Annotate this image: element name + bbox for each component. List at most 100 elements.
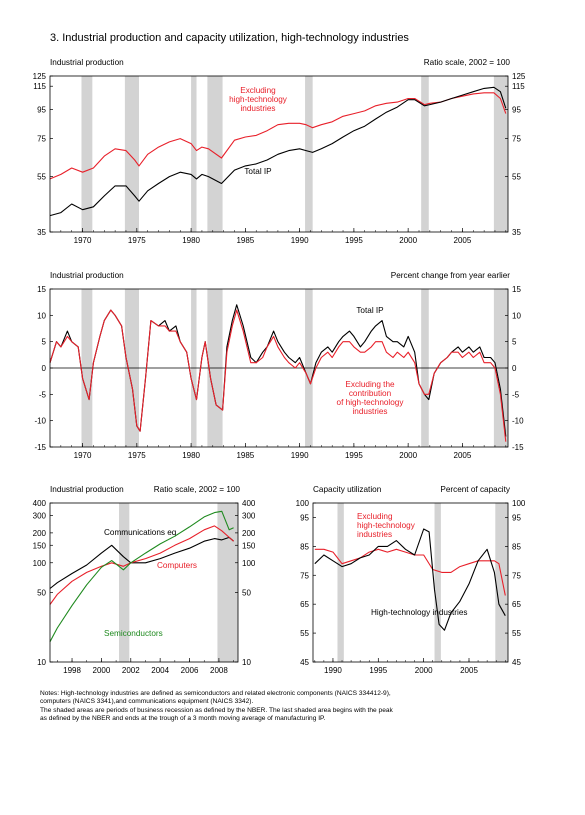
x-tick-label: 2000: [415, 666, 433, 675]
y-tick-label: 55: [512, 173, 521, 182]
panel-scale-note: Ratio scale, 2002 = 100: [154, 485, 241, 494]
recession-shade: [191, 76, 197, 232]
y-tick-label: 95: [512, 513, 521, 522]
y-tick-label: 95: [512, 106, 521, 115]
notes-line: Notes: High-technology industries are de…: [40, 690, 391, 697]
x-tick-label: 1980: [182, 236, 200, 245]
y-tick-label: -10: [512, 417, 524, 426]
x-tick-label: 2005: [454, 236, 472, 245]
x-tick-label: 2002: [122, 666, 140, 675]
series-label: industries: [357, 530, 392, 539]
x-tick-label: 1990: [291, 236, 309, 245]
x-tick-label: 1990: [324, 666, 342, 675]
y-tick-label: 100: [242, 559, 256, 568]
x-tick-label: 1985: [236, 236, 254, 245]
series-label: Communications eq.: [104, 528, 179, 537]
y-tick-label: -15: [512, 443, 524, 452]
plot-frame: [312, 502, 509, 663]
y-tick-label: 65: [512, 600, 521, 609]
y-tick-label: 400: [33, 499, 47, 508]
x-tick-label: 2008: [210, 666, 228, 675]
x-tick-label: 1995: [345, 451, 363, 460]
figure-title: 3. Industrial production and capacity ut…: [50, 32, 409, 44]
panel-title: Industrial production: [50, 485, 124, 494]
y-tick-label: 5: [512, 338, 517, 347]
series-line: [49, 525, 234, 605]
y-tick-label: 100: [296, 499, 310, 508]
x-tick-label: 2000: [93, 666, 111, 675]
x-tick-label: 2006: [181, 666, 199, 675]
recession-shade: [495, 503, 508, 662]
series-label: Total IP: [356, 306, 384, 315]
y-tick-label: 45: [512, 658, 521, 667]
x-tick-label: 1975: [128, 236, 146, 245]
series-label: high-technology: [229, 95, 288, 104]
y-tick-label: 55: [300, 629, 309, 638]
y-tick-label: 10: [37, 658, 46, 667]
series-label: Semiconductors: [104, 629, 163, 638]
y-tick-label: 5: [42, 338, 47, 347]
series-line: [49, 86, 507, 217]
y-tick-label: 100: [512, 499, 526, 508]
series-line: [49, 536, 234, 589]
y-tick-label: 125: [33, 72, 47, 81]
y-tick-label: 150: [242, 541, 256, 550]
y-tick-label: 400: [242, 499, 256, 508]
y-tick-label: 10: [37, 311, 46, 320]
y-tick-label: 95: [300, 513, 309, 522]
x-tick-label: 1975: [128, 451, 146, 460]
series-label: Excluding the: [345, 380, 395, 389]
y-tick-label: 115: [512, 82, 525, 91]
series-label: Computers: [157, 561, 197, 570]
series-label: High-technology industries: [371, 608, 467, 617]
x-tick-label: 1998: [63, 666, 81, 675]
x-tick-label: 2005: [454, 451, 472, 460]
x-tick-label: 1985: [236, 451, 254, 460]
plot-frame: [49, 502, 239, 663]
notes-line: computers (NAICS 3341),and communication…: [40, 698, 254, 706]
recession-shade: [421, 76, 429, 232]
y-tick-label: -10: [34, 417, 46, 426]
y-tick-label: 35: [37, 228, 46, 237]
y-tick-label: 75: [37, 135, 46, 144]
notes-line: The shaded areas are periods of business…: [40, 706, 393, 714]
recession-shade: [119, 503, 130, 662]
series-line: [49, 309, 507, 442]
y-tick-label: 200: [33, 529, 47, 538]
series-label: high-technology: [357, 521, 416, 530]
x-tick-label: 1995: [369, 666, 387, 675]
y-tick-label: 300: [242, 511, 256, 520]
y-tick-label: 300: [33, 511, 47, 520]
x-tick-label: 1970: [74, 451, 92, 460]
recession-shade: [305, 76, 313, 232]
x-tick-label: 1995: [345, 236, 363, 245]
x-tick-label: 1970: [74, 236, 92, 245]
y-tick-label: 150: [33, 541, 47, 550]
series-line: [314, 528, 506, 631]
recession-shade: [337, 503, 344, 662]
y-tick-label: 10: [242, 658, 251, 667]
series-label: of high-technology: [337, 398, 405, 407]
y-tick-label: 100: [33, 559, 47, 568]
y-tick-label: 15: [37, 285, 46, 294]
y-tick-label: 85: [512, 542, 521, 551]
x-tick-label: 2000: [399, 236, 417, 245]
series-line: [49, 92, 507, 180]
y-tick-label: 95: [37, 106, 46, 115]
y-tick-label: 115: [33, 82, 46, 91]
y-tick-label: 55: [37, 173, 46, 182]
y-tick-label: -5: [512, 390, 520, 399]
panel-scale-note: Percent of capacity: [440, 485, 511, 494]
panel-scale-note: Ratio scale, 2002 = 100: [424, 58, 511, 67]
recession-shade: [493, 76, 508, 232]
y-tick-label: -5: [39, 390, 47, 399]
series-line: [49, 510, 234, 642]
x-tick-label: 1980: [182, 451, 200, 460]
y-tick-label: 35: [512, 228, 521, 237]
series-label: industries: [352, 407, 387, 416]
series-label: Excluding: [240, 86, 276, 95]
y-tick-label: 50: [37, 589, 46, 598]
y-tick-label: 85: [300, 542, 309, 551]
y-tick-label: 75: [512, 571, 521, 580]
